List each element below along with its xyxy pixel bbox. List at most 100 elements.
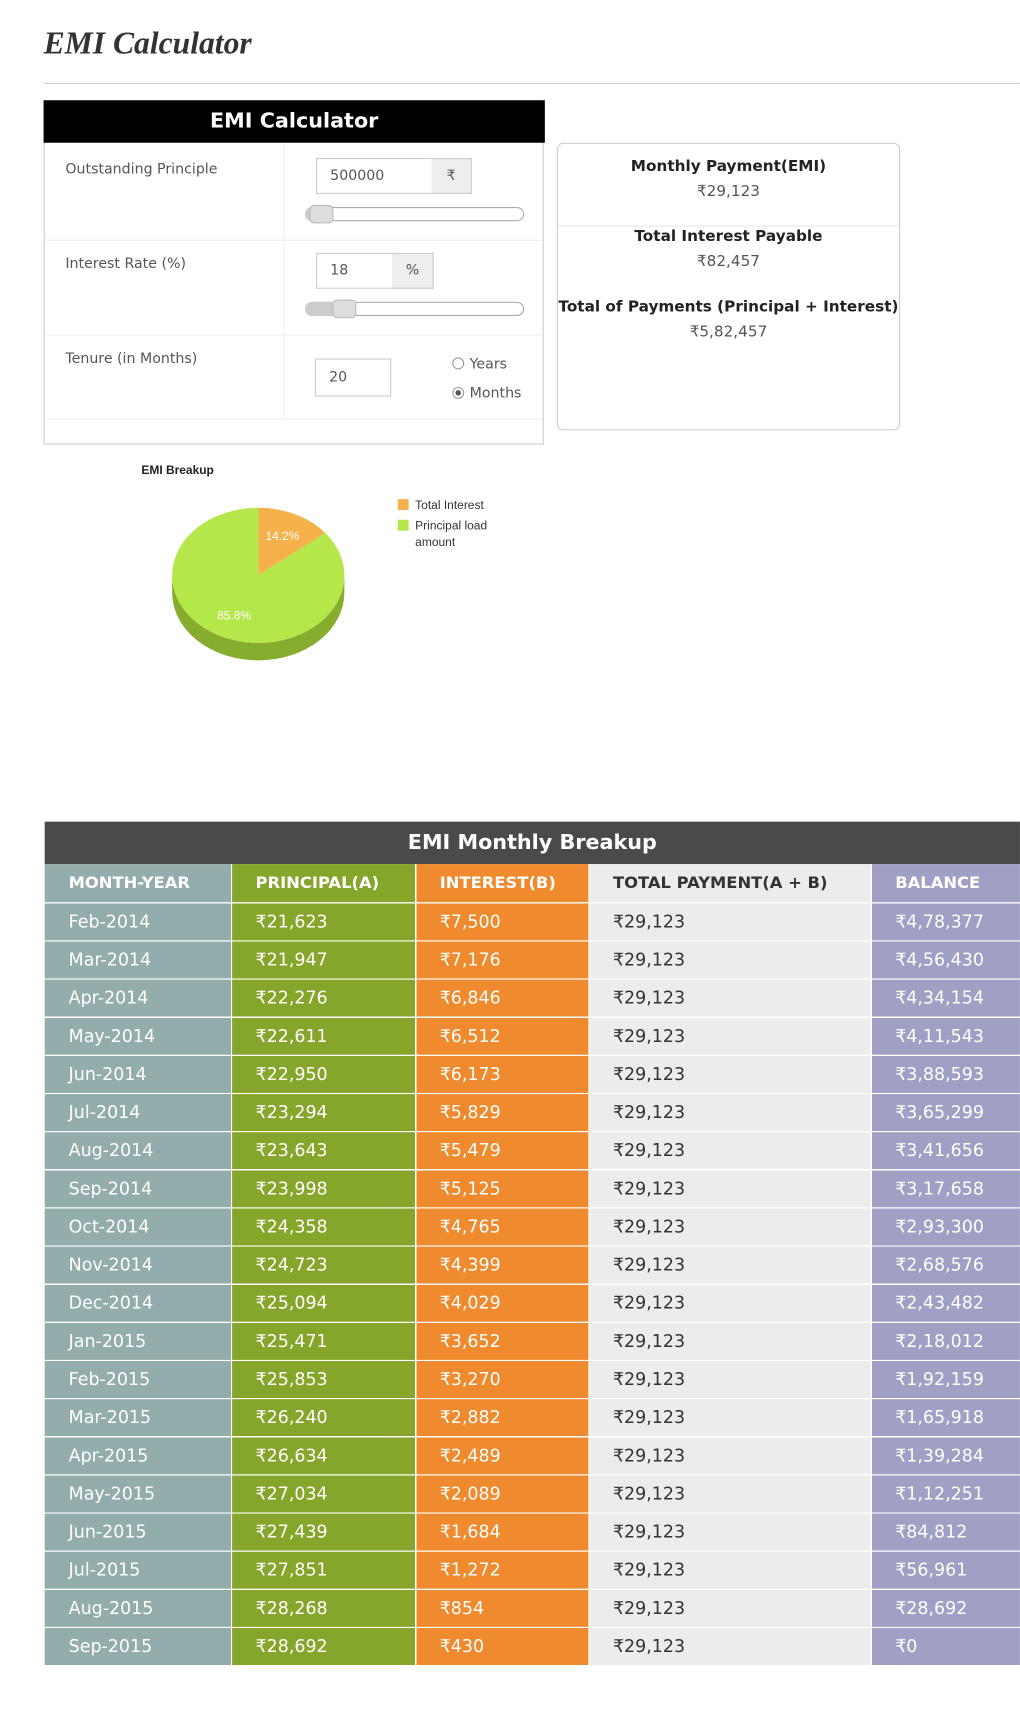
table-cell: Jun-2014 [44, 1054, 232, 1094]
table-cell: ₹29,123 [588, 1283, 872, 1323]
table-cell: ₹29,123 [588, 1016, 872, 1056]
table-cell: May-2014 [44, 1016, 232, 1056]
currency-addon: ₹ [431, 158, 472, 194]
table-cell: ₹26,634 [231, 1436, 416, 1475]
radio-years[interactable] [452, 357, 465, 370]
table-cell: ₹27,439 [231, 1512, 416, 1552]
form-row [45, 144, 542, 241]
table-cell: Sep-2014 [44, 1169, 232, 1208]
table-cell: ₹2,18,012 [870, 1321, 1020, 1361]
table-cell: ₹4,78,377 [870, 902, 1020, 941]
calculator-panel [43, 100, 544, 445]
radio-months[interactable] [452, 386, 465, 399]
table-cell: ₹29,123 [588, 1359, 872, 1399]
table-cell: ₹29,123 [588, 1321, 872, 1361]
radio-label[interactable]: Months [469, 385, 522, 403]
legend-item: Total Interest [397, 498, 503, 514]
pie-side [172, 575, 345, 661]
table-row: Sep-2015 ₹28,692 ₹430 ₹29,123 ₹0 [44, 1626, 1020, 1666]
table-cell: Mar-2015 [44, 1398, 232, 1437]
header-row: MONTH-YEAR PRINCIPAL(A) INTEREST(B) TOTAL P… [44, 864, 1020, 903]
table-cell: Jan-2015 [44, 1321, 232, 1361]
table-cell: ₹29,123 [588, 1436, 872, 1475]
field-label: Interest Rate (%) [65, 256, 186, 273]
table-cell: ₹1,65,918 [870, 1398, 1020, 1437]
legend-label: Total Interest [415, 499, 484, 513]
table-cell: ₹56,961 [870, 1550, 1020, 1590]
table-row: Sep-2014 ₹23,998 ₹5,125 ₹29,123 ₹3,17,658 [44, 1169, 1020, 1208]
column-header: PRINCIPAL(A) [231, 864, 416, 903]
table-cell: ₹29,123 [588, 1398, 872, 1437]
table-row: Jun-2015 ₹27,439 ₹1,684 ₹29,123 ₹84,812 [44, 1512, 1020, 1552]
summary-value: ₹82,457 [696, 252, 761, 271]
table-cell: ₹29,123 [588, 940, 872, 980]
table-cell: ₹29,123 [588, 1512, 872, 1552]
table-row: May-2014 ₹22,611 ₹6,512 ₹29,123 ₹4,11,543 [44, 1016, 1020, 1056]
table-cell: ₹1,92,159 [870, 1359, 1020, 1399]
table-cell: ₹28,692 [231, 1626, 416, 1666]
table-cell: ₹3,270 [415, 1359, 589, 1399]
slider-fill [305, 301, 338, 317]
table-row: Feb-2015 ₹25,853 ₹3,270 ₹29,123 ₹1,92,159 [44, 1359, 1020, 1399]
tenure-input[interactable]: 20 [314, 358, 392, 397]
table-cell: Nov-2014 [44, 1245, 232, 1285]
table-cell: ₹26,240 [231, 1398, 416, 1437]
table-cell: ₹29,123 [588, 978, 872, 1018]
table-row: Aug-2014 ₹23,643 ₹5,479 ₹29,123 ₹3,41,656 [44, 1131, 1020, 1170]
table-row: May-2015 ₹27,034 ₹2,089 ₹29,123 ₹1,12,251 [44, 1474, 1020, 1514]
table-cell: Aug-2015 [44, 1588, 232, 1628]
table-cell: ₹854 [415, 1588, 589, 1628]
table-cell: Mar-2014 [44, 940, 232, 980]
table-cell: ₹25,853 [231, 1359, 416, 1399]
table-cell: ₹27,851 [231, 1550, 416, 1590]
summary-divider [557, 225, 900, 227]
table-cell: ₹22,276 [231, 978, 416, 1018]
chart-title: EMI Breakup [141, 463, 214, 477]
table-row: Jan-2015 ₹25,471 ₹3,652 ₹29,123 ₹2,18,012 [44, 1321, 1020, 1361]
table-cell: ₹5,125 [415, 1169, 589, 1208]
table-cell: ₹2,43,482 [870, 1283, 1020, 1323]
table-cell: ₹3,41,656 [870, 1131, 1020, 1170]
table-cell: ₹29,123 [588, 902, 872, 941]
table-cell: ₹2,489 [415, 1436, 589, 1475]
table-row: Apr-2015 ₹26,634 ₹2,489 ₹29,123 ₹1,39,284 [44, 1436, 1020, 1475]
table-cell: Dec-2014 [44, 1283, 232, 1323]
column-header: TOTAL PAYMENT(A + B) [588, 864, 872, 903]
table-cell: ₹21,947 [231, 940, 416, 980]
column-divider [283, 142, 285, 419]
table-cell: ₹2,882 [415, 1398, 589, 1437]
table-cell: ₹6,512 [415, 1016, 589, 1056]
table-cell: ₹5,829 [415, 1092, 589, 1132]
form-row [45, 335, 542, 420]
table-cell: ₹23,643 [231, 1131, 416, 1170]
slider-handle[interactable] [332, 299, 357, 319]
table-cell: ₹25,094 [231, 1283, 416, 1323]
radio-label[interactable]: Years [469, 356, 508, 373]
form-row [45, 240, 542, 336]
table-row: Jun-2014 ₹22,950 ₹6,173 ₹29,123 ₹3,88,593 [44, 1054, 1020, 1094]
slice-label: 14.2% [265, 529, 299, 543]
summary-value: ₹5,82,457 [689, 323, 768, 342]
table-cell: ₹7,500 [415, 902, 589, 941]
table-body: Feb-2014 ₹21,623 ₹7,500 ₹29,123 ₹4,78,377 Mar… [44, 902, 1020, 1666]
slider-handle[interactable] [309, 204, 334, 224]
field-label: Outstanding Principle [65, 161, 218, 178]
table-cell: ₹1,272 [415, 1550, 589, 1590]
table-cell: ₹28,692 [870, 1588, 1020, 1628]
table-cell: ₹29,123 [588, 1207, 872, 1247]
breakup-table: MONTH-YEAR PRINCIPAL(A) INTEREST(B) TOTAL P… [44, 864, 1020, 1666]
table-cell: Apr-2014 [44, 978, 232, 1018]
rate-input[interactable]: 18 [316, 252, 394, 289]
table-cell: ₹6,173 [415, 1054, 589, 1094]
legend-swatch [397, 519, 409, 531]
table-cell: ₹4,399 [415, 1245, 589, 1285]
principal-input[interactable]: 500000 [316, 158, 433, 194]
table-cell: Aug-2014 [44, 1131, 232, 1170]
summary-label: Total Interest Payable [634, 227, 823, 246]
table-cell: ₹1,684 [415, 1512, 589, 1552]
table-cell: ₹23,998 [231, 1169, 416, 1208]
principal-slider[interactable] [305, 207, 525, 222]
table-cell: ₹29,123 [588, 1169, 872, 1208]
table-cell: ₹0 [870, 1626, 1020, 1666]
